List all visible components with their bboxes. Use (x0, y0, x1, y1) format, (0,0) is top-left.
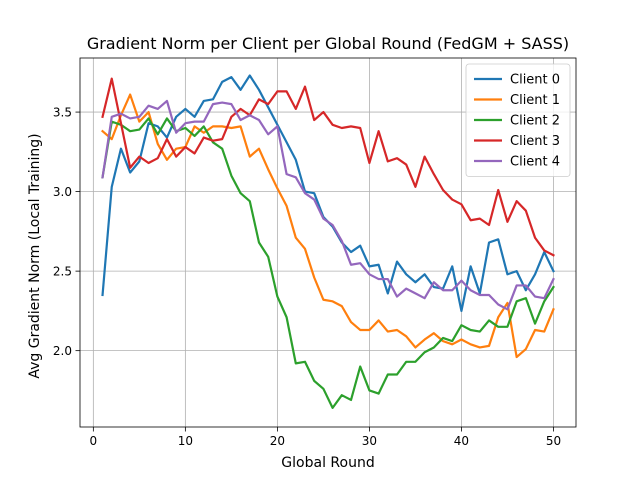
y-tick-label: 2.5 (53, 265, 72, 279)
legend-label: Client 4 (510, 155, 560, 170)
y-tick-label: 2.0 (53, 344, 72, 358)
x-tick-label: 30 (362, 434, 377, 448)
x-tick-label: 20 (270, 434, 285, 448)
series-lines (100, 74, 555, 410)
series-line-client-3 (101, 77, 555, 257)
y-axis-ticks: 2.0 2.5 3.0 3.5 (53, 106, 80, 358)
x-tick-label: 50 (546, 434, 561, 448)
legend-box (465, 63, 571, 177)
legend-label: Client 1 (510, 93, 560, 108)
legend-label: Client 2 (510, 114, 560, 129)
chart-title: Gradient Norm per Client per Global Roun… (87, 34, 569, 53)
x-tick-label: 0 (90, 434, 98, 448)
x-axis-label: Global Round (281, 455, 374, 471)
series-line-client-4 (101, 99, 555, 311)
x-tick-label: 40 (454, 434, 469, 448)
y-tick-label: 3.0 (53, 185, 72, 199)
y-axis-label: Avg Gradient Norm (Local Training) (27, 133, 43, 378)
x-tick-label: 10 (178, 434, 193, 448)
y-tick-label: 3.5 (53, 106, 72, 120)
x-axis-ticks: 0 10 20 30 40 50 (90, 427, 561, 448)
legend-label: Client 3 (510, 134, 560, 149)
axes-frame (79, 57, 577, 428)
series-line-client-1 (100, 93, 555, 359)
legend-label: Client 0 (510, 73, 560, 88)
legend: Client 0 Client 1 Client 2 Client 3 Client 4 (465, 63, 571, 177)
